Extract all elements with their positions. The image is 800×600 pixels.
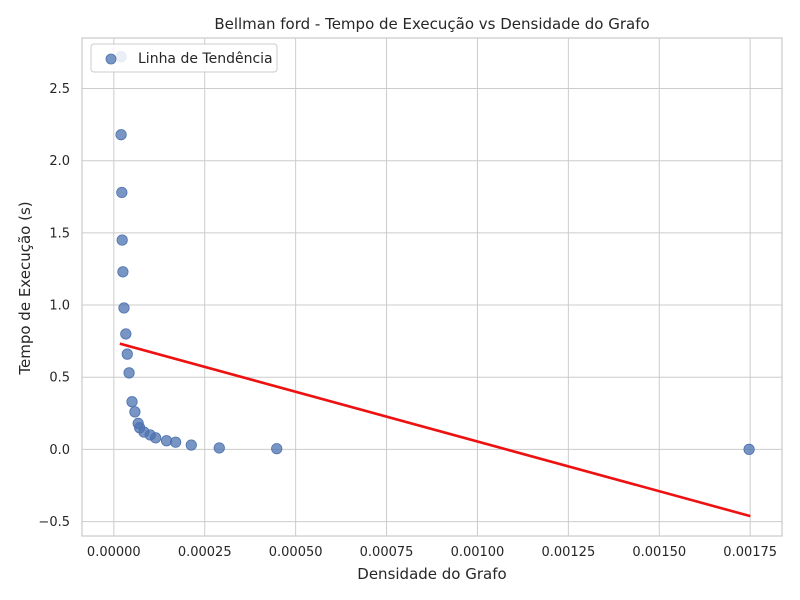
data-point <box>160 435 173 447</box>
y-tick-label: 2.0 <box>49 154 70 169</box>
data-points <box>115 51 755 455</box>
data-point <box>170 436 182 448</box>
data-point <box>117 266 129 278</box>
x-axis-label: Densidade do Grafo <box>357 565 506 583</box>
data-point <box>743 443 755 455</box>
data-point <box>271 443 283 455</box>
legend-marker <box>105 53 117 65</box>
x-tick-label: 0.00125 <box>541 545 595 560</box>
data-point <box>116 234 128 246</box>
legend-entry-label: Linha de Tendência <box>138 51 273 67</box>
x-tick-label: 0.00000 <box>87 545 141 560</box>
x-tick-label: 0.00025 <box>178 545 232 560</box>
grid-lines <box>82 38 782 536</box>
data-point <box>126 396 138 408</box>
x-tick-label: 0.00150 <box>632 545 686 560</box>
data-point <box>213 442 225 454</box>
chart-title: Bellman ford - Tempo de Execução vs Dens… <box>214 15 649 33</box>
legend: Linha de Tendência <box>90 43 278 73</box>
data-point <box>120 328 132 340</box>
x-tick-label: 0.00050 <box>269 545 323 560</box>
x-tick-label: 0.00175 <box>723 545 777 560</box>
data-point <box>185 439 197 451</box>
data-point <box>115 129 127 141</box>
data-point <box>116 186 128 199</box>
y-tick-label: 1.5 <box>49 226 70 241</box>
y-axis-ticks: −0.5 0.0 0.5 1.0 1.5 2.0 2.5 <box>38 82 70 530</box>
trend-line <box>119 342 751 518</box>
y-tick-label: 2.5 <box>49 82 70 97</box>
x-tick-label: 0.00075 <box>360 545 414 560</box>
y-tick-label: −0.5 <box>38 515 70 530</box>
data-point <box>123 367 135 379</box>
data-point <box>129 406 141 418</box>
trend-line-group <box>119 342 751 518</box>
y-axis-label: Tempo de Execução (s) <box>16 201 34 375</box>
data-point <box>118 302 130 314</box>
y-tick-label: 0.5 <box>49 371 70 386</box>
legend-box <box>90 43 278 73</box>
data-point <box>121 348 133 360</box>
y-tick-label: 1.0 <box>49 299 70 314</box>
x-tick-label: 0.00100 <box>451 545 505 560</box>
x-axis-ticks: 0.00000 0.00025 0.00050 0.00075 0.00100 0.001… <box>87 545 777 560</box>
plot-area-frame <box>81 37 783 537</box>
y-tick-label: 0.0 <box>49 443 70 458</box>
data-point <box>150 432 162 444</box>
